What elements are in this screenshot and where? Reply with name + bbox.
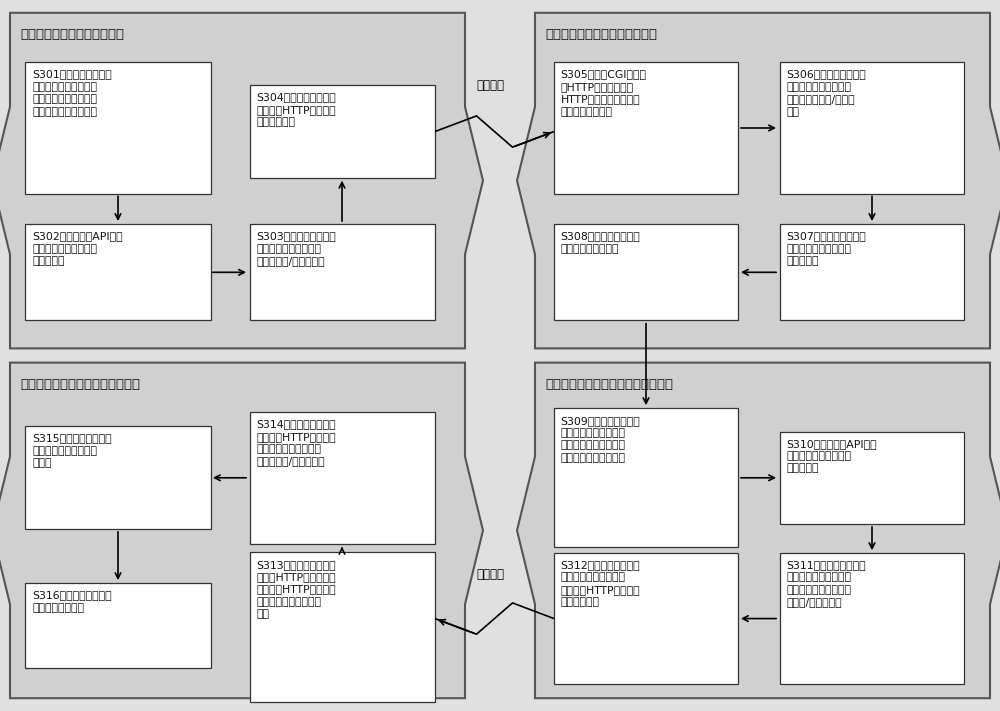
FancyBboxPatch shape [26, 63, 210, 194]
Text: S306，根据具体情况对
所提取出的二进制数据
串进行解压缩和/或解密
处理: S306，根据具体情况对 所提取出的二进制数据 串进行解压缩和/或解密 处理 [786, 70, 866, 117]
Text: 服务端逻辑（接收请求阶段）：: 服务端逻辑（接收请求阶段）： [545, 28, 657, 41]
FancyBboxPatch shape [554, 225, 738, 320]
Polygon shape [0, 363, 483, 698]
FancyBboxPatch shape [250, 225, 434, 320]
FancyBboxPatch shape [26, 427, 210, 529]
Text: S303，根据具体情况选
择对所述二进制数据串
进行加密和/或压缩处理: S303，根据具体情况选 择对所述二进制数据串 进行加密和/或压缩处理 [256, 232, 336, 266]
Polygon shape [517, 13, 1000, 348]
FancyBboxPatch shape [250, 85, 434, 178]
Text: 终端逻辑（接收响应请求阶段）：: 终端逻辑（接收响应请求阶段）： [20, 378, 140, 391]
Text: S305，通过CGI接收所
述HTTP报文，从所述
HTTP报文的消息体中提
取出二进制数据串: S305，通过CGI接收所 述HTTP报文，从所述 HTTP报文的消息体中提 取… [560, 70, 646, 117]
FancyBboxPatch shape [554, 553, 738, 684]
FancyBboxPatch shape [250, 412, 434, 543]
Text: S308，根据所述交互数
据进行业务逻辑处理: S308，根据所述交互数 据进行业务逻辑处理 [560, 232, 640, 254]
FancyBboxPatch shape [250, 552, 434, 702]
Text: S302，调用编码API，将
所述交互数据编码成二
进制数据串: S302，调用编码API，将 所述交互数据编码成二 进制数据串 [32, 232, 123, 266]
Text: S315，对二进制数据串
进行解码处理，生成响
应数据: S315，对二进制数据串 进行解码处理，生成响 应数据 [32, 434, 112, 468]
FancyBboxPatch shape [554, 63, 738, 194]
Text: 终端逻辑（发送请求阶段）：: 终端逻辑（发送请求阶段）： [20, 28, 124, 41]
FancyBboxPatch shape [780, 553, 964, 684]
FancyBboxPatch shape [780, 225, 964, 320]
Text: 网络通信: 网络通信 [476, 568, 504, 581]
Text: S304，将所述二进制数
据串放入HTTP报文的消
息体中并发出: S304，将所述二进制数 据串放入HTTP报文的消 息体中并发出 [256, 92, 336, 127]
FancyBboxPatch shape [26, 225, 210, 320]
Text: S316，使用所述响应数
据，整个流程完成: S316，使用所述响应数 据，整个流程完成 [32, 590, 112, 613]
Text: 服务端逻辑（发送响应请求阶段）：: 服务端逻辑（发送响应请求阶段）： [545, 378, 673, 391]
Polygon shape [0, 13, 483, 348]
Text: 网络通信: 网络通信 [476, 79, 504, 92]
Text: S314，根据具体情况对
所述响应HTTP报文中提
取出的二进制数据串进
行解压缩和/或解密处理: S314，根据具体情况对 所述响应HTTP报文中提 取出的二进制数据串进 行解压… [256, 419, 336, 466]
Text: S301，终端应用发起交
互请求，根据预设的二
进制编码协议生成的编
码对象中填充交互数据: S301，终端应用发起交 互请求，根据预设的二 进制编码协议生成的编 码对象中填… [32, 70, 112, 117]
Text: S311，根据具体情况选
择对所述响应数据编码
成的二进制数据串进行
加密和/或压缩处理: S311，根据具体情况选 择对所述响应数据编码 成的二进制数据串进行 加密和/或… [786, 560, 866, 607]
Text: S312，将所述响应数据
编码成的二进制数据串
放入响应HTTP报文的消
息体中并发出: S312，将所述响应数据 编码成的二进制数据串 放入响应HTTP报文的消 息体中… [560, 560, 640, 607]
FancyBboxPatch shape [554, 408, 738, 547]
Text: S309，业务逻辑处理完
成后，向根据预设的二
进制编码协议生成的编
码对象中填充响应数据: S309，业务逻辑处理完 成后，向根据预设的二 进制编码协议生成的编 码对象中填… [560, 415, 640, 463]
FancyBboxPatch shape [780, 63, 964, 194]
Text: S310，调用编码API，将
所述响应数据编码成二
进制数据串: S310，调用编码API，将 所述响应数据编码成二 进制数据串 [786, 439, 877, 474]
FancyBboxPatch shape [26, 583, 210, 668]
Text: S313，终端应用接收所
述响应HTTP报文，并从
所述响应HTTP报文的消
息体中提取出二进制数
据串: S313，终端应用接收所 述响应HTTP报文，并从 所述响应HTTP报文的消 息… [256, 560, 336, 619]
FancyBboxPatch shape [780, 432, 964, 524]
Text: S307，对所述二进制数
据串进行解码处理，生
成交互数据: S307，对所述二进制数 据串进行解码处理，生 成交互数据 [786, 232, 866, 266]
Polygon shape [517, 363, 1000, 698]
